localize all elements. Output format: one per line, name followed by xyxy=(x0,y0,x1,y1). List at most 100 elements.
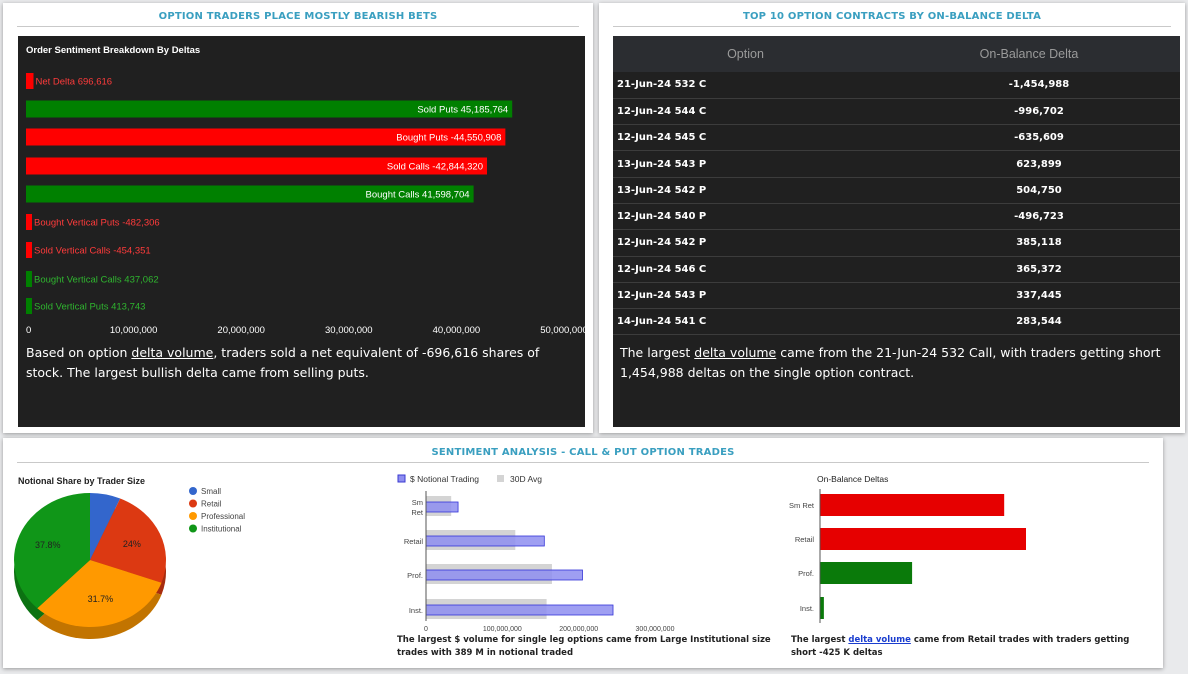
option-cell: 13-Jun-24 543 P xyxy=(613,150,878,178)
notional-bar[interactable] xyxy=(425,501,459,513)
delta-cell: 365,372 xyxy=(878,256,1180,283)
caption-text: The largest xyxy=(791,635,849,645)
delta-volume-link[interactable]: delta volume xyxy=(694,345,777,360)
legend-swatch xyxy=(189,512,197,520)
slice-label: 37.8% xyxy=(35,540,61,550)
bar-label: Sold Calls -42,844,320 xyxy=(387,162,483,173)
legend-swatch xyxy=(189,487,197,495)
table-row[interactable]: 13-Jun-24 543 P 623,899 xyxy=(613,150,1180,178)
table-row[interactable]: 12-Jun-24 544 C -996,702 xyxy=(613,98,1180,126)
notional-bar[interactable] xyxy=(425,535,545,547)
pie-slice-small[interactable] xyxy=(90,493,121,560)
y-tick-label: Prof. xyxy=(407,571,423,580)
panel-title: SENTIMENT ANALYSIS - CALL & PUT OPTION T… xyxy=(17,447,1149,463)
panel-title: TOP 10 OPTION CONTRACTS BY ON-BALANCE DE… xyxy=(613,11,1171,27)
chart-title: Order Sentiment Breakdown By Deltas xyxy=(26,45,200,56)
table-row[interactable]: 14-Jun-24 541 C 283,544 xyxy=(613,308,1180,336)
notional-bar[interactable] xyxy=(425,604,614,616)
sentiment-analysis-panel: SENTIMENT ANALYSIS - CALL & PUT OPTION T… xyxy=(3,438,1163,668)
table-row[interactable]: 13-Jun-24 542 P 504,750 xyxy=(613,177,1180,204)
legend-swatch xyxy=(497,475,504,482)
option-cell: 12-Jun-24 542 P xyxy=(613,229,878,257)
x-tick-label: 300,000,000 xyxy=(636,626,675,633)
y-tick-label: Sm xyxy=(412,498,423,507)
bar-label: Bought Vertical Calls 437,062 xyxy=(34,275,159,286)
bar-sold-puts[interactable] xyxy=(26,100,513,118)
delta-caption: The largest delta volume came from Retai… xyxy=(791,634,1151,660)
top-contracts-note: The largest delta volume came from the 2… xyxy=(620,343,1172,383)
option-cell: 12-Jun-24 543 P xyxy=(613,282,878,310)
note-text: , traders sold a net equivalent of -696,… xyxy=(26,345,540,380)
x-tick-label: 40,000,000 xyxy=(433,325,481,336)
option-cell: 12-Jun-24 545 C xyxy=(613,124,878,152)
delta-bar[interactable] xyxy=(820,597,824,619)
delta-bar[interactable] xyxy=(820,562,913,584)
y-tick-label: Ret xyxy=(411,508,424,517)
y-tick-label: Inst. xyxy=(409,606,423,615)
delta-cell: 385,118 xyxy=(878,229,1180,257)
bar-bought-vertical-puts[interactable] xyxy=(26,214,32,230)
option-cell: 13-Jun-24 542 P xyxy=(613,177,878,204)
notional-bar[interactable] xyxy=(425,569,583,581)
option-cell: 21-Jun-24 532 C xyxy=(613,72,878,99)
delta-cell: 504,750 xyxy=(878,177,1180,204)
y-tick-label: Retail xyxy=(404,537,424,546)
order-sentiment-chart: Order Sentiment Breakdown By Deltas Net … xyxy=(26,45,585,336)
x-tick-label: 0 xyxy=(26,325,31,336)
bar-label: Sold Vertical Calls -454,351 xyxy=(34,246,151,257)
legend-label: Retail xyxy=(201,500,222,509)
legend-swatch xyxy=(397,474,406,483)
pie-slice-retail[interactable] xyxy=(90,498,166,583)
table-row[interactable]: 12-Jun-24 542 P 385,118 xyxy=(613,229,1180,257)
x-tick-label: 0 xyxy=(424,626,428,633)
delta-volume-link[interactable]: delta volume xyxy=(848,635,911,645)
bar-label: Bought Calls 41,598,704 xyxy=(366,190,470,201)
delta-cell: 623,899 xyxy=(878,150,1180,178)
bar-label: Net Delta 696,616 xyxy=(35,77,112,88)
legend-label: Institutional xyxy=(201,525,242,534)
pie-slice-institutional[interactable] xyxy=(13,493,91,609)
table-row[interactable]: 21-Jun-24 532 C -1,454,988 xyxy=(613,72,1180,99)
table-row[interactable]: 12-Jun-24 546 C 365,372 xyxy=(613,256,1180,283)
panel-title: OPTION TRADERS PLACE MOSTLY BEARISH BETS xyxy=(17,11,579,27)
option-cell: 12-Jun-24 540 P xyxy=(613,203,878,231)
bar-sold-vertical-puts[interactable] xyxy=(26,298,32,314)
legend-label: $ Notional Trading xyxy=(410,474,479,484)
x-tick-label: 200,000,000 xyxy=(559,626,598,633)
on-balance-deltas-chart: On-Balance Deltas Sm Ret Retail Prof. Inst. xyxy=(789,474,1026,623)
delta-bar[interactable] xyxy=(820,494,1005,516)
column-header-delta[interactable]: On-Balance Delta xyxy=(878,36,1180,72)
bar-bought-puts[interactable] xyxy=(26,128,506,146)
bar-label: Bought Puts -44,550,908 xyxy=(396,133,501,144)
delta-bar[interactable] xyxy=(820,528,1026,550)
legend-swatch xyxy=(189,499,197,508)
legend-label: 30D Avg xyxy=(510,474,542,484)
pie-slice-professional[interactable] xyxy=(37,560,162,627)
slice-label: 24% xyxy=(123,539,141,549)
option-cell: 12-Jun-24 544 C xyxy=(613,98,878,126)
bar-sold-vertical-calls[interactable] xyxy=(26,242,32,258)
bar-bought-vertical-calls[interactable] xyxy=(26,271,32,287)
bar-sold-calls[interactable] xyxy=(26,157,488,175)
note-text: came from the 21-Jun-24 532 Call, with t… xyxy=(620,345,1161,380)
delta-cell: -635,609 xyxy=(878,124,1180,152)
delta-cell: -1,454,988 xyxy=(878,72,1180,99)
chart-title: On-Balance Deltas xyxy=(817,474,888,484)
option-cell: 12-Jun-24 546 C xyxy=(613,256,878,283)
contracts-table: Option On-Balance Delta 21-Jun-24 532 C-… xyxy=(613,36,1180,336)
x-tick-label: 20,000,000 xyxy=(217,325,265,336)
order-sentiment-card: Order Sentiment Breakdown By Deltas Net … xyxy=(18,36,585,427)
column-header-option[interactable]: Option xyxy=(613,36,878,72)
bar-bought-calls[interactable] xyxy=(26,185,474,203)
table-row[interactable]: 12-Jun-24 543 P 337,445 xyxy=(613,282,1180,310)
bar-net-delta[interactable] xyxy=(26,73,34,89)
notional-share-pie-chart: Notional Share by Trader Size 24% 31.7% 37.… xyxy=(13,476,245,639)
table-row[interactable]: 12-Jun-24 545 C -635,609 xyxy=(613,124,1180,152)
x-tick-label: 50,000,000 xyxy=(540,325,585,336)
slice-label: 31.7% xyxy=(88,594,114,604)
delta-volume-link[interactable]: delta volume xyxy=(131,345,214,360)
option-cell: 14-Jun-24 541 C xyxy=(613,308,878,336)
caption-text: came from Retail trades with traders get… xyxy=(791,635,1130,658)
bar-label: Sold Puts 45,185,764 xyxy=(417,105,508,116)
table-row[interactable]: 12-Jun-24 540 P -496,723 xyxy=(613,203,1180,231)
